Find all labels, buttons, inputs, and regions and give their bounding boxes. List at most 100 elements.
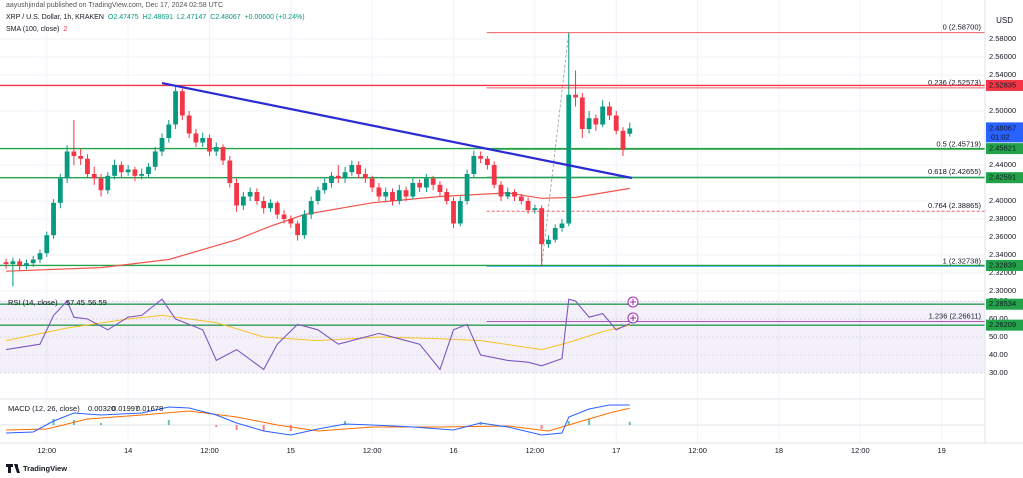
candle-body xyxy=(179,91,185,116)
x-tick-label: 14 xyxy=(124,446,132,455)
candle-body xyxy=(71,151,77,156)
candle-body xyxy=(64,151,70,179)
rsi-title: RSI (14, close) xyxy=(8,298,58,307)
level-box xyxy=(986,259,1023,271)
plus-icon-glyph xyxy=(630,315,636,321)
candle-body xyxy=(98,178,104,191)
candle-body xyxy=(200,137,206,143)
candle-body xyxy=(586,118,592,129)
macd-title: MACD (12, 26, close) xyxy=(8,404,80,413)
sma-label: SMA (100, close) xyxy=(6,26,60,33)
y-tick-label: 2.38000 xyxy=(989,214,1016,223)
candle-body xyxy=(566,94,572,224)
x-tick-label: 12:00 xyxy=(525,446,544,455)
macd-hist-bar xyxy=(540,425,543,429)
publisher: aayushjindal published on TradingView.co… xyxy=(6,2,224,9)
candle-body xyxy=(464,174,470,202)
candle-body xyxy=(478,155,484,159)
candle-body xyxy=(152,151,158,167)
candle-body xyxy=(78,155,84,159)
macd-hist-bar xyxy=(167,420,170,425)
candle-body xyxy=(390,192,395,202)
fib-label: 1.236 (2.26611) xyxy=(929,312,982,321)
candle-body xyxy=(322,183,328,191)
candle-body xyxy=(281,214,287,220)
candle-body xyxy=(247,192,253,197)
candle-body xyxy=(220,146,226,161)
sma-line xyxy=(6,187,630,272)
level-box xyxy=(986,172,1023,184)
candle-body xyxy=(146,166,151,175)
macd-hist-bar xyxy=(100,423,103,425)
macd-value: 0.01997 xyxy=(112,404,139,413)
symbol: XRP / U.S. Dollar, 1h, KRAKEN xyxy=(6,14,104,21)
rsi-tick-label: 40.00 xyxy=(989,350,1008,359)
candle-body xyxy=(295,223,301,236)
macd-hist-bar xyxy=(344,421,347,425)
macd-hist-bar xyxy=(289,425,292,431)
candle-body xyxy=(288,219,294,224)
rsi-tick-label: 50.00 xyxy=(989,332,1008,341)
rsi-value: 57.45 xyxy=(66,298,85,307)
macd-line xyxy=(6,404,630,436)
candle-body xyxy=(403,190,409,197)
level-label: 2.28534 xyxy=(989,299,1016,308)
x-tick-label: 16 xyxy=(449,446,457,455)
macd-hist-bar xyxy=(215,425,218,427)
open: O2.47475 xyxy=(107,14,139,21)
candle-body xyxy=(193,133,199,143)
macd-signal-line xyxy=(6,407,630,432)
candle-body xyxy=(118,165,124,173)
candle-body xyxy=(24,263,29,266)
macd-hist-bar xyxy=(235,425,238,430)
candle-body xyxy=(268,202,273,209)
candle-body xyxy=(627,128,633,134)
sma-value: 2 xyxy=(63,26,68,33)
candle-body xyxy=(213,146,219,152)
candle-body xyxy=(600,106,606,125)
candle-body xyxy=(44,235,50,254)
candle-body xyxy=(329,175,334,184)
y-tick-label: 2.34000 xyxy=(989,250,1016,259)
candle-body xyxy=(424,178,429,188)
candle-body xyxy=(396,190,402,202)
y-tick-label: 2.44000 xyxy=(989,160,1016,169)
candle-body xyxy=(471,155,477,175)
macd-hist-bar xyxy=(52,419,55,425)
level-label: 2.52835 xyxy=(989,80,1016,89)
symbol-line: XRP / U.S. Dollar, 1h, KRAKEN O2.47475 H… xyxy=(6,14,305,21)
x-tick-label: 12:00 xyxy=(851,446,870,455)
last-price: 2.48067 xyxy=(989,123,1016,132)
candle-body xyxy=(105,175,111,191)
candle-body xyxy=(410,183,416,197)
fib-label: 0 (2.58700) xyxy=(943,23,982,32)
rsi-ma-value: 56.59 xyxy=(88,298,107,307)
y-tick-label: 2.40000 xyxy=(989,196,1016,205)
candle-body xyxy=(85,158,90,175)
y-tick-label: 2.50000 xyxy=(989,106,1016,115)
candle-body xyxy=(349,165,355,173)
candle-body xyxy=(3,262,9,265)
candle-body xyxy=(437,184,443,193)
candle-body xyxy=(546,239,551,245)
x-tick-label: 18 xyxy=(775,446,783,455)
candle-body xyxy=(342,172,348,179)
brand-logo-dot xyxy=(15,464,18,467)
candle-body xyxy=(261,201,267,209)
rsi-tick-label: 60.00 xyxy=(989,314,1008,323)
level-label: 2.42591 xyxy=(989,173,1016,182)
candle-body xyxy=(491,165,497,185)
candle-body xyxy=(274,202,280,215)
candle-body xyxy=(91,174,97,179)
candle-body xyxy=(125,169,131,173)
candle-body xyxy=(227,160,233,184)
fib-label: 0.5 (2.45719) xyxy=(936,140,981,149)
plus-icon-glyph xyxy=(630,299,636,305)
candle-body xyxy=(51,202,56,236)
candle-body xyxy=(559,223,565,229)
x-tick-label: 12:00 xyxy=(37,446,56,455)
candle-body xyxy=(10,261,16,265)
candle-body xyxy=(485,158,490,165)
candle-body xyxy=(315,190,321,202)
